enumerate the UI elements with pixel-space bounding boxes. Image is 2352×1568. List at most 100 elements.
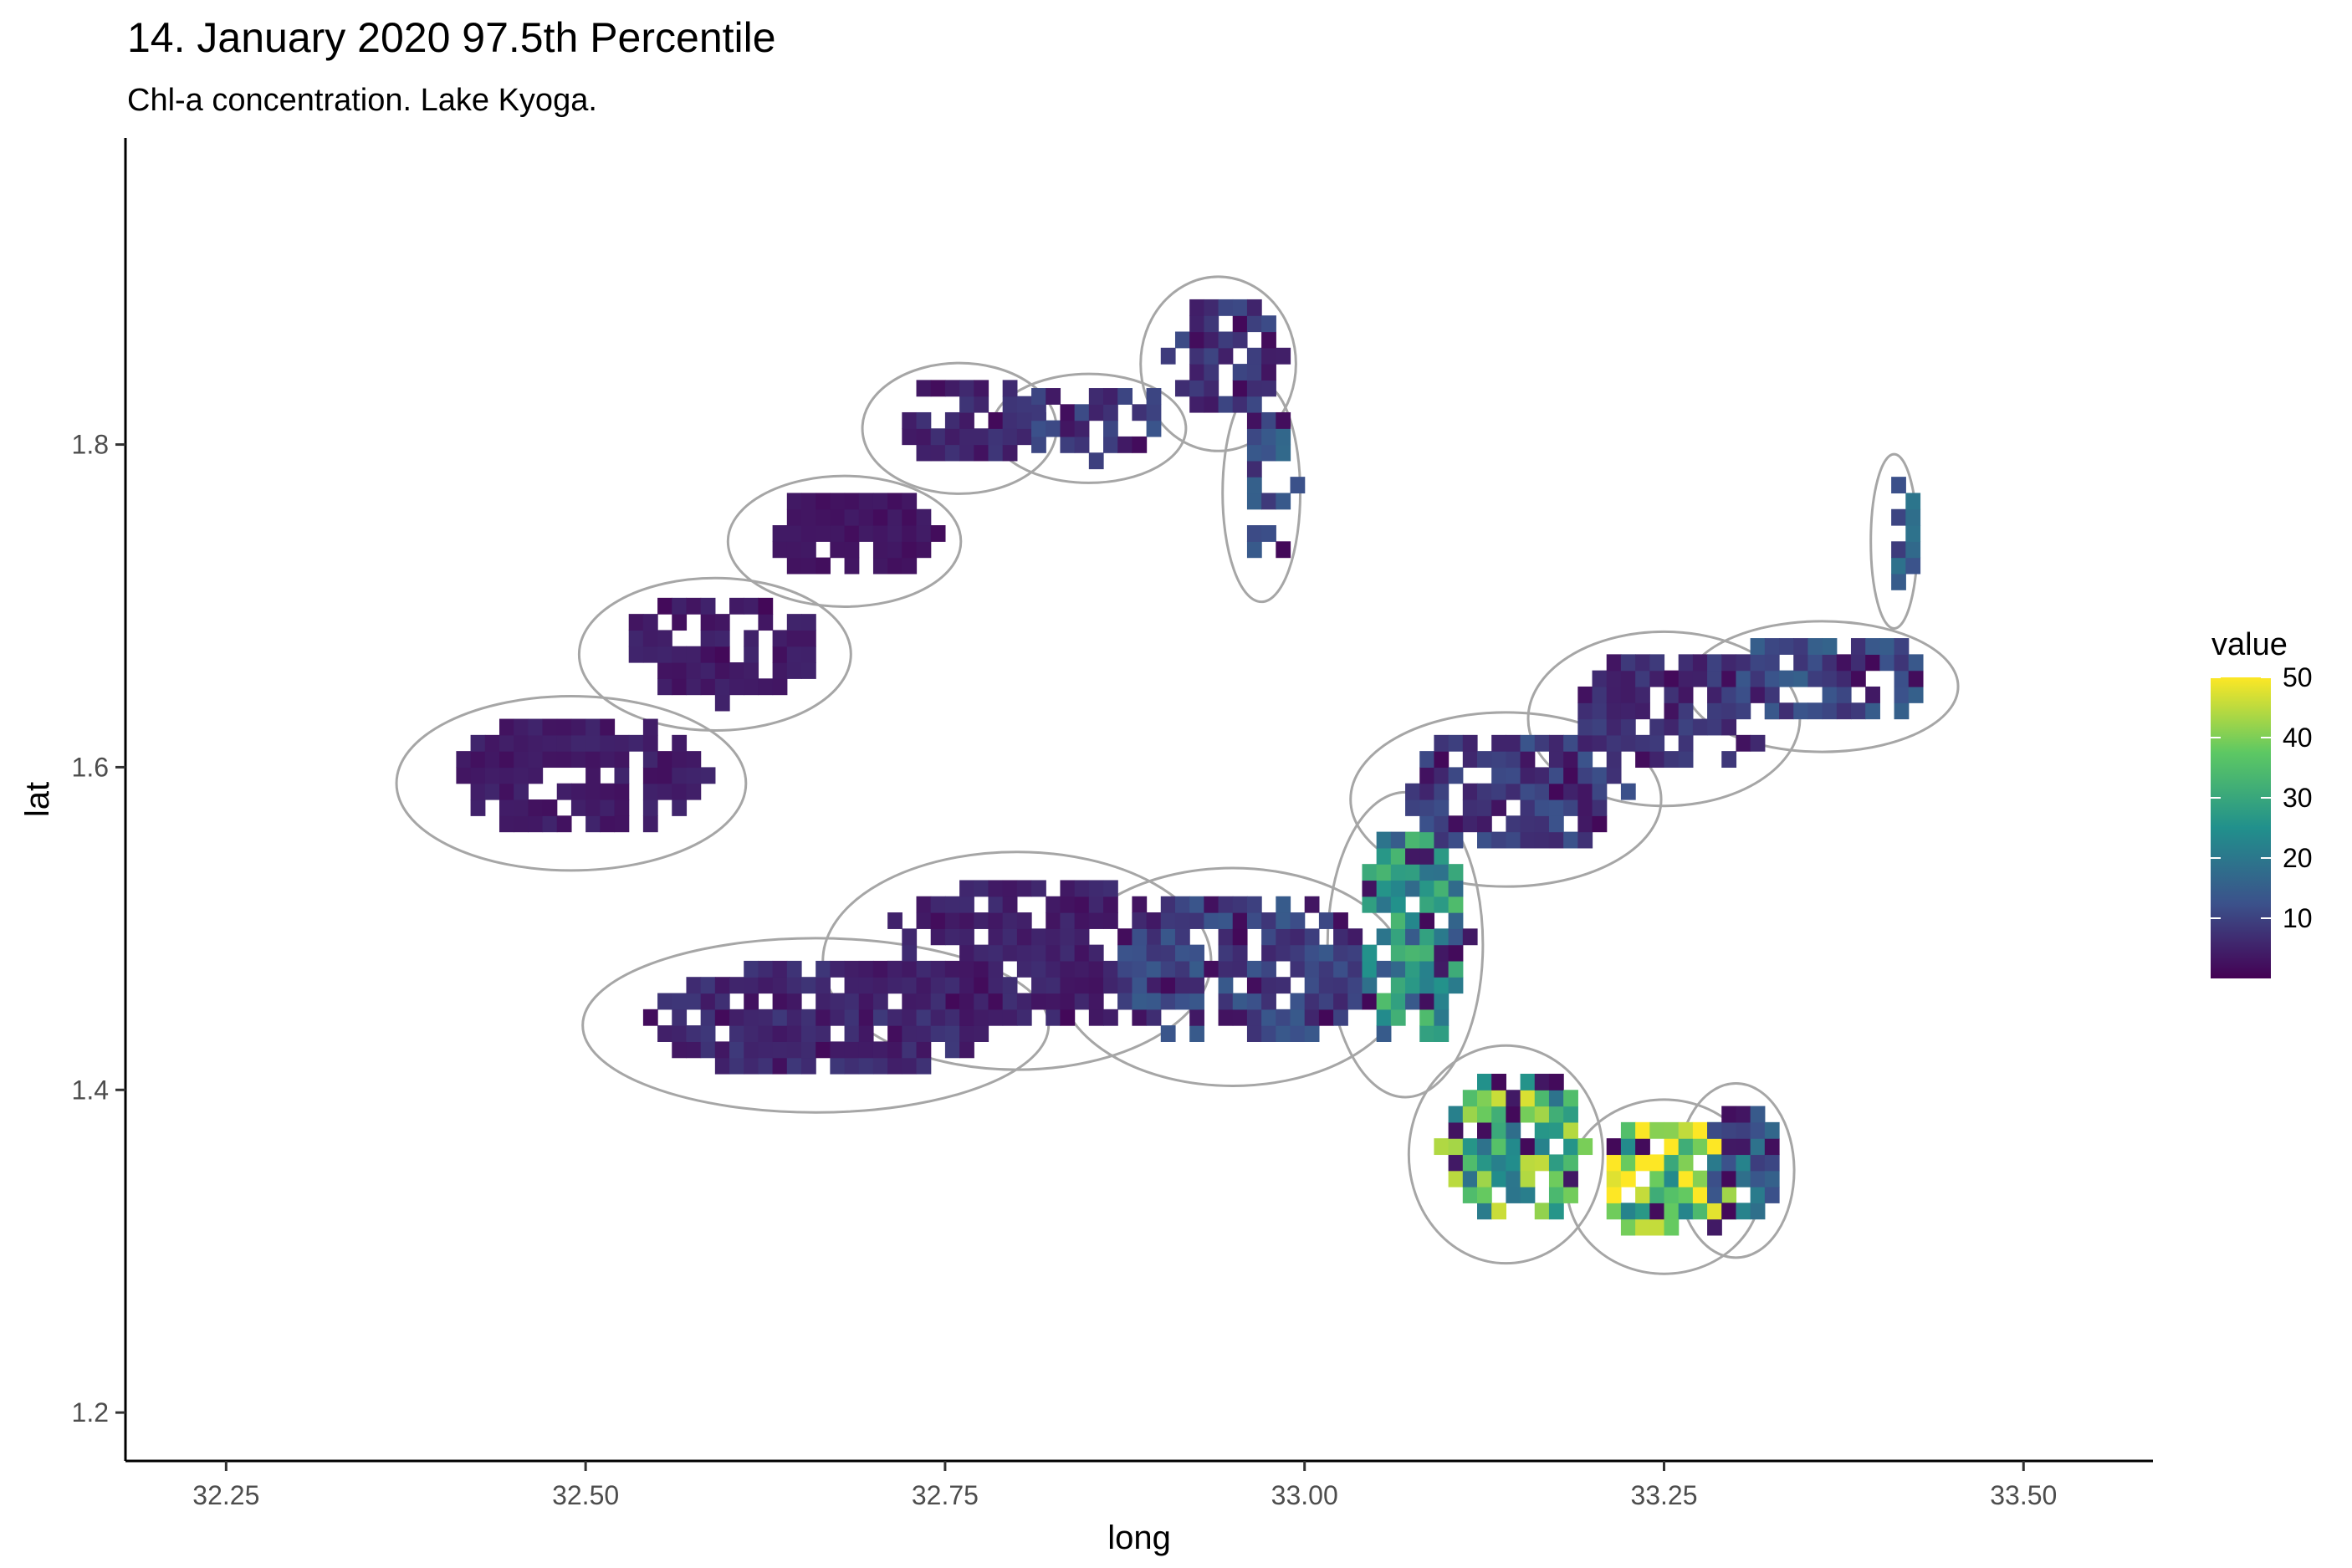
heatmap-cell (1246, 460, 1262, 478)
heatmap-cell (1246, 315, 1262, 333)
heatmap-cell (1088, 912, 1104, 929)
heatmap-cell (1232, 364, 1248, 381)
heatmap-cell (1246, 993, 1262, 1010)
heatmap-cell (1750, 1170, 1766, 1187)
heatmap-cell (1491, 783, 1506, 800)
heatmap-cell (1664, 1170, 1680, 1187)
heatmap-cell (801, 1009, 816, 1026)
heatmap-cell (1016, 928, 1032, 946)
heatmap-cell (1016, 880, 1032, 897)
y-tick-label: 1.8 (72, 430, 109, 460)
heatmap-cell (988, 977, 1004, 994)
heatmap-cell (686, 597, 702, 615)
heatmap-cell (959, 993, 974, 1010)
heatmap-cell (1891, 541, 1906, 559)
heatmap-cell (830, 1041, 846, 1059)
heatmap-cell (1434, 960, 1450, 978)
heatmap-cell (642, 783, 658, 800)
heatmap-cell (1534, 831, 1550, 849)
heatmap-cell (1232, 299, 1248, 316)
heatmap-cell (1664, 1203, 1680, 1220)
heatmap-cell (887, 508, 902, 526)
heatmap-cell (758, 960, 774, 978)
heatmap-cell (470, 799, 486, 816)
heatmap-cell (1905, 508, 1921, 526)
heatmap-cell (1721, 1138, 1737, 1156)
heatmap-cell (1506, 1170, 1521, 1187)
heatmap-cell (1405, 928, 1420, 946)
heatmap-cell (1304, 1025, 1320, 1042)
heatmap-cell (1318, 912, 1334, 929)
heatmap-cell (700, 993, 716, 1010)
heatmap-cell (1908, 670, 1924, 687)
heatmap-cell (1448, 831, 1464, 849)
heatmap-cell (570, 799, 586, 816)
heatmap-cell (1146, 944, 1162, 962)
heatmap-cell (1031, 977, 1046, 994)
heatmap-cell (1232, 944, 1248, 962)
heatmap-cell (1894, 702, 1910, 720)
heatmap-cell (1261, 444, 1276, 462)
heatmap-cell (1318, 993, 1334, 1010)
heatmap-cell (1088, 404, 1104, 421)
heatmap-cell (672, 678, 688, 696)
heatmap-cell (642, 799, 658, 816)
heatmap-cell (470, 751, 486, 769)
heatmap-cell (858, 508, 874, 526)
heatmap-cell (700, 977, 716, 994)
legend-title: value (2211, 627, 2288, 662)
heatmap-cell (1261, 380, 1276, 397)
heatmap-cell (686, 783, 702, 800)
heatmap-cell (700, 614, 716, 631)
heatmap-cell (974, 993, 989, 1010)
heatmap-cell (657, 751, 672, 769)
heatmap-cell (1462, 783, 1478, 800)
heatmap-cell (1908, 686, 1924, 703)
heatmap-cell (1534, 1106, 1550, 1123)
heatmap-cell (1635, 1203, 1650, 1220)
heatmap-cell (1261, 331, 1276, 349)
heatmap-cell (1649, 1187, 1665, 1203)
heatmap-cell (816, 1025, 831, 1042)
heatmap-cell (830, 525, 846, 542)
heatmap-cell (1793, 670, 1809, 687)
heatmap-cell (1678, 1121, 1694, 1139)
heatmap-cell (858, 1009, 874, 1026)
heatmap-cell (1174, 960, 1190, 978)
heatmap-cell (1692, 1121, 1708, 1139)
heatmap-cell (916, 1057, 932, 1075)
heatmap-cell (1850, 702, 1866, 720)
heatmap-cell (1635, 1121, 1650, 1139)
heatmap-cell (585, 751, 601, 769)
heatmap-cell (614, 799, 630, 816)
heatmap-cell (1520, 831, 1536, 849)
heatmap-cell (1246, 411, 1262, 429)
heatmap-cell (959, 444, 974, 462)
heatmap-cell (1046, 993, 1061, 1010)
heatmap-cell (1276, 1009, 1291, 1026)
heatmap-cell (628, 734, 644, 752)
heatmap-cell (1563, 1187, 1578, 1203)
heatmap-cell (1390, 960, 1406, 978)
heatmap-cell (1419, 767, 1435, 784)
heatmap-cell (1534, 815, 1550, 833)
heatmap-cell (1002, 928, 1018, 946)
heatmap-cell (1865, 702, 1880, 720)
heatmap-cell (600, 783, 616, 800)
heatmap-cell (1707, 1121, 1722, 1139)
heatmap-cell (1362, 960, 1378, 978)
heatmap-cell (858, 993, 874, 1010)
heatmap-cell (542, 751, 558, 769)
heatmap-cell (484, 751, 500, 769)
heatmap-cell (786, 541, 802, 559)
heatmap-cell (1103, 977, 1118, 994)
heatmap-cell (1592, 799, 1608, 816)
heatmap-cell (988, 944, 1004, 962)
heatmap-cell (1477, 751, 1492, 769)
heatmap-cell (1232, 380, 1248, 397)
heatmap-cell (714, 646, 730, 663)
heatmap-cell (1002, 1009, 1018, 1026)
heatmap-cell (916, 977, 932, 994)
heatmap-cell (484, 734, 500, 752)
heatmap-cell (1736, 654, 1751, 672)
